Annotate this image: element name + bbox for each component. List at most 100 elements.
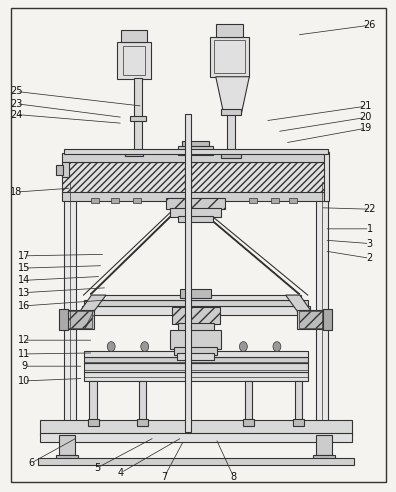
Bar xyxy=(84,372,308,381)
Bar xyxy=(84,363,308,372)
Text: 17: 17 xyxy=(18,251,30,261)
Bar xyxy=(324,152,329,201)
Text: 10: 10 xyxy=(18,376,30,386)
Polygon shape xyxy=(189,202,300,294)
Text: 5: 5 xyxy=(94,463,101,473)
Bar xyxy=(134,78,142,153)
Circle shape xyxy=(273,341,281,351)
Text: 20: 20 xyxy=(360,113,372,123)
Text: 4: 4 xyxy=(118,468,124,478)
Bar xyxy=(313,455,335,461)
Bar xyxy=(166,198,225,209)
Polygon shape xyxy=(62,161,185,193)
Bar xyxy=(297,310,326,330)
Text: 6: 6 xyxy=(29,458,34,468)
Bar xyxy=(84,300,308,306)
Bar xyxy=(64,149,328,154)
Polygon shape xyxy=(78,295,106,315)
Bar xyxy=(111,198,119,203)
Text: 23: 23 xyxy=(10,99,23,109)
Bar xyxy=(91,295,301,300)
Bar xyxy=(316,182,328,428)
Text: 24: 24 xyxy=(10,110,23,120)
Bar xyxy=(65,310,94,330)
Text: 8: 8 xyxy=(230,472,236,482)
Bar xyxy=(178,215,213,222)
Bar xyxy=(221,152,242,158)
Circle shape xyxy=(141,341,148,351)
Bar xyxy=(125,151,143,156)
Bar xyxy=(56,165,63,175)
Bar xyxy=(324,309,332,331)
Bar xyxy=(137,419,148,426)
Bar xyxy=(40,433,352,442)
Bar xyxy=(38,458,354,465)
Bar xyxy=(62,161,69,177)
Bar xyxy=(88,419,99,426)
Bar xyxy=(289,198,297,203)
Bar xyxy=(170,208,221,216)
Bar xyxy=(227,111,235,155)
Bar xyxy=(84,351,308,357)
Polygon shape xyxy=(190,161,328,193)
Text: 26: 26 xyxy=(364,20,376,30)
Bar xyxy=(139,381,146,420)
Bar xyxy=(62,153,328,161)
Text: 11: 11 xyxy=(18,349,30,359)
Circle shape xyxy=(240,341,248,351)
Bar xyxy=(221,109,242,115)
Bar xyxy=(295,381,302,420)
Bar xyxy=(121,30,147,42)
Text: 19: 19 xyxy=(360,123,372,133)
Bar xyxy=(185,114,191,432)
Bar xyxy=(177,353,214,360)
Bar xyxy=(244,419,254,426)
Text: 22: 22 xyxy=(364,204,376,214)
Bar xyxy=(271,198,279,203)
Text: 3: 3 xyxy=(367,239,373,248)
Bar xyxy=(249,198,257,203)
Bar xyxy=(172,308,220,325)
Polygon shape xyxy=(299,311,324,329)
Text: 13: 13 xyxy=(18,288,30,298)
Bar xyxy=(178,323,214,332)
Text: 9: 9 xyxy=(21,361,27,371)
Text: 21: 21 xyxy=(360,101,372,111)
Bar xyxy=(117,42,150,79)
Bar xyxy=(133,198,141,203)
Text: 12: 12 xyxy=(18,335,30,345)
Bar xyxy=(59,435,75,456)
Bar xyxy=(246,381,253,420)
Bar xyxy=(210,37,249,77)
Bar xyxy=(174,347,217,355)
Bar xyxy=(214,40,246,73)
Bar xyxy=(56,455,78,461)
Polygon shape xyxy=(67,311,92,329)
Bar xyxy=(82,306,310,315)
Bar xyxy=(178,147,213,155)
Bar xyxy=(64,182,76,428)
Bar xyxy=(123,46,145,75)
Bar xyxy=(170,331,221,349)
Text: 7: 7 xyxy=(161,472,168,482)
Bar xyxy=(91,198,99,203)
Bar xyxy=(130,116,146,121)
Bar xyxy=(216,24,244,37)
Text: 25: 25 xyxy=(10,87,23,96)
Polygon shape xyxy=(286,295,314,315)
Bar xyxy=(84,357,308,363)
Bar xyxy=(180,289,211,298)
Polygon shape xyxy=(90,202,186,294)
Bar xyxy=(62,192,328,201)
Bar xyxy=(89,381,97,420)
Bar xyxy=(293,419,304,426)
Text: 15: 15 xyxy=(18,263,30,273)
Bar xyxy=(182,141,209,147)
Polygon shape xyxy=(216,77,249,114)
Bar xyxy=(40,420,352,435)
Bar xyxy=(316,435,332,456)
Text: 18: 18 xyxy=(10,187,23,197)
Text: 14: 14 xyxy=(18,276,30,285)
Circle shape xyxy=(107,341,115,351)
Text: 1: 1 xyxy=(367,224,373,234)
